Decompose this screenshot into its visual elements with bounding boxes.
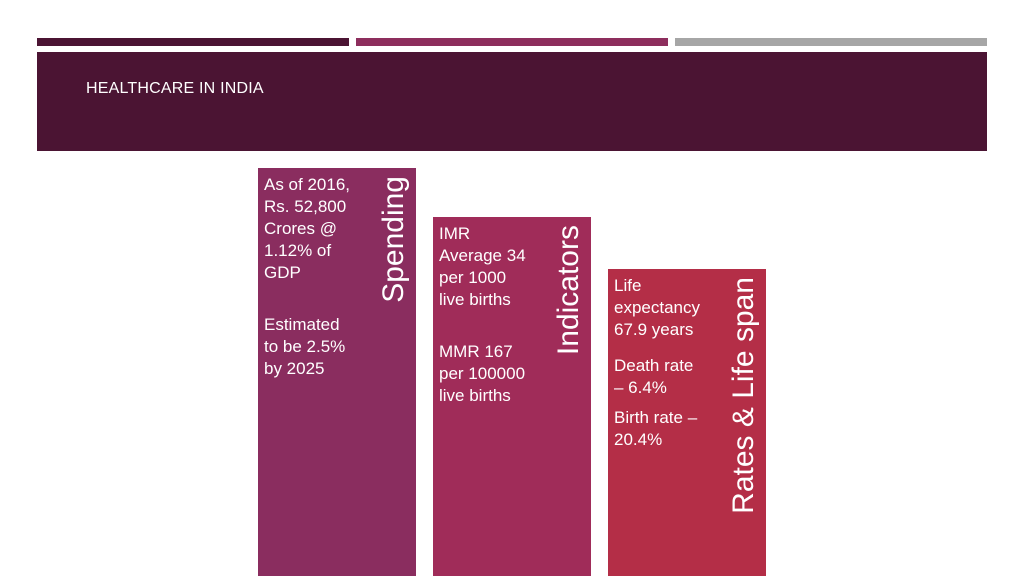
indicators-text-1: IMR Average 34 per 1000 live births xyxy=(439,224,526,309)
spending-text-1: As of 2016, Rs. 52,800 Crores @ 1.12% of… xyxy=(264,175,351,282)
slide-title: HEALTHCARE IN INDIA xyxy=(86,80,264,97)
title-banner: HEALTHCARE IN INDIA xyxy=(37,52,987,151)
column-indicators: IMR Average 34 per 1000 live births MMR … xyxy=(433,217,591,576)
column-label-rates-life-span: Rates & Life span xyxy=(727,277,760,514)
column-rates-life-span: Life expectancy 67.9 years Death rate – … xyxy=(608,269,766,576)
column-text: As of 2016, Rs. 52,800 Crores @ 1.12% of… xyxy=(264,174,376,380)
accent-bar-middle xyxy=(356,38,668,46)
column-text: Life expectancy 67.9 years Death rate – … xyxy=(614,275,726,451)
column-label-indicators: Indicators xyxy=(552,225,585,356)
rates-text-1: Life expectancy 67.9 years xyxy=(614,276,700,339)
column-text: IMR Average 34 per 1000 live births MMR … xyxy=(439,223,551,407)
rates-text-3: Birth rate – 20.4% xyxy=(614,408,698,449)
spending-text-2: Estimated to be 2.5% by 2025 xyxy=(264,315,346,378)
column-spending: As of 2016, Rs. 52,800 Crores @ 1.12% of… xyxy=(258,168,416,576)
column-label-spending: Spending xyxy=(377,176,410,303)
accent-bar-left xyxy=(37,38,349,46)
rates-text-2: Death rate – 6.4% xyxy=(614,356,694,397)
accent-bar-right xyxy=(675,38,987,46)
indicators-text-2: MMR 167 per 100000 live births xyxy=(439,342,526,405)
